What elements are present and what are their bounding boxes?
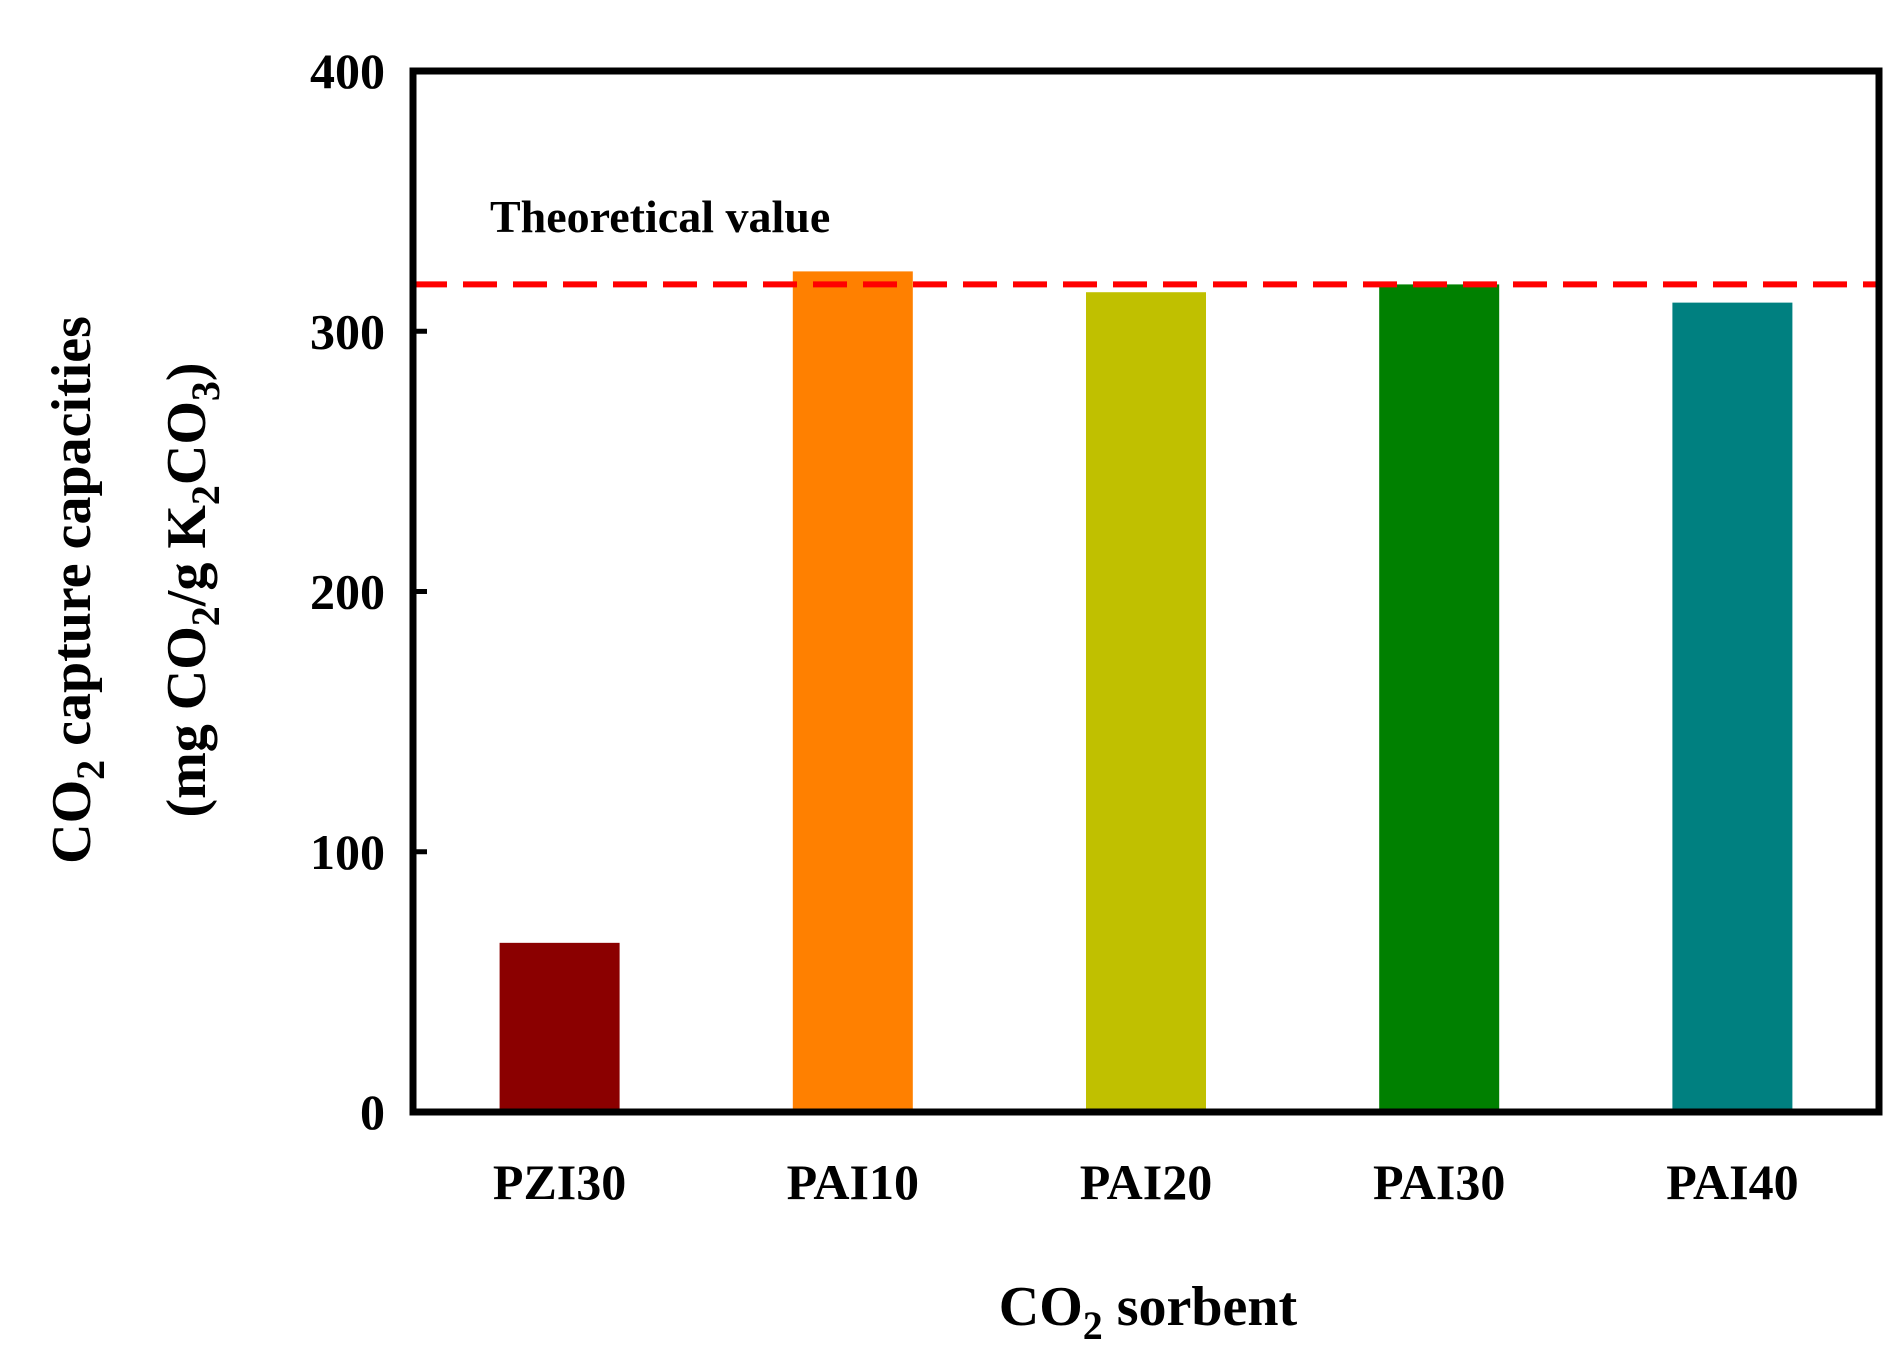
bar-pai10 [792, 271, 913, 1113]
x-tick-label: PAI40 [1666, 1154, 1798, 1210]
y-axis-title-line2: (mg CO2/g K2CO3) [156, 362, 228, 817]
x-tick-label: PAI30 [1373, 1154, 1505, 1210]
x-ticks-layer: PZI30 PAI10 PAI20 PAI30 PAI40 [493, 1154, 1799, 1210]
bar-pai30 [1379, 284, 1500, 1112]
bar-pzi30 [499, 942, 620, 1112]
y-tick-label: 200 [310, 564, 385, 620]
bars-layer [499, 271, 1793, 1113]
y-axis-title-line1: CO2 capture capacities [41, 316, 113, 864]
x-tick-label: PZI30 [493, 1154, 626, 1210]
reference-line-label: Theoretical value [490, 191, 830, 242]
y-tick-label: 0 [360, 1084, 385, 1140]
bar-pai20 [1086, 292, 1206, 1112]
x-axis-title: CO2 sorbent [999, 1276, 1298, 1348]
x-tick-label: PAI10 [787, 1154, 919, 1210]
x-tick-label: PAI20 [1080, 1154, 1212, 1210]
y-axis-title: CO2 capture capacities (mg CO2/g K2CO3) [41, 316, 228, 864]
y-tick-label: 100 [310, 824, 385, 880]
bar-pai40 [1672, 302, 1793, 1112]
y-tick-label: 300 [310, 303, 385, 359]
y-tick-label: 400 [310, 43, 385, 99]
y-ticks-layer: 0 100 200 300 400 [310, 43, 427, 1140]
